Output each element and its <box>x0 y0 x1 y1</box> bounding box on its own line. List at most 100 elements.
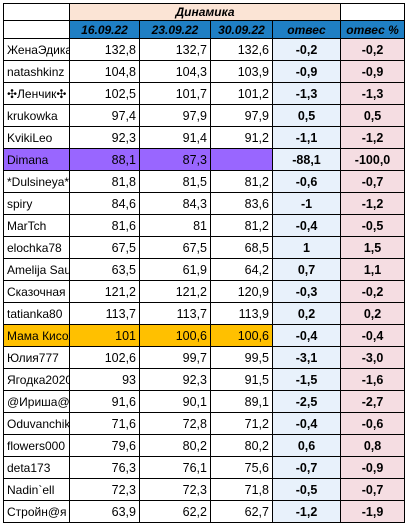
weight-cell-1[interactable]: 102,5 <box>69 82 140 105</box>
deviation-percent-cell[interactable]: -0,9 <box>340 456 406 479</box>
deviation-percent-cell[interactable]: -0,5 <box>340 214 406 237</box>
header-date-3[interactable]: 30.09.22 <box>210 20 273 39</box>
weight-cell-1[interactable]: 91,6 <box>69 390 140 413</box>
weight-cell-2[interactable]: 81 <box>139 214 211 237</box>
weight-cell-1[interactable]: 81,8 <box>69 170 140 193</box>
weight-cell-2[interactable]: 101,7 <box>139 82 211 105</box>
weight-cell-2[interactable]: 104,3 <box>139 60 211 83</box>
deviation-percent-cell[interactable]: -0,2 <box>340 38 406 61</box>
deviation-percent-cell[interactable]: -0,2 <box>340 280 406 303</box>
deviation-cell[interactable]: -0,9 <box>271 60 342 83</box>
deviation-cell[interactable]: -0,6 <box>271 170 342 193</box>
weight-cell-1[interactable]: 76,3 <box>69 456 140 479</box>
name-cell[interactable]: Ягодка2020 <box>3 368 70 391</box>
weight-cell-1[interactable]: 121,2 <box>69 280 140 303</box>
name-header-cell[interactable] <box>3 20 70 39</box>
weight-cell-1[interactable]: 88,1 <box>69 148 140 171</box>
name-cell[interactable]: Сказочная <box>3 280 70 303</box>
weight-cell-2[interactable]: 84,3 <box>139 192 211 215</box>
deviation-cell[interactable]: -1,1 <box>271 126 342 149</box>
name-cell[interactable]: Юлия777 <box>3 346 70 369</box>
weight-cell-1[interactable]: 113,7 <box>69 302 140 325</box>
name-cell[interactable]: Dimana <box>3 148 70 171</box>
name-cell[interactable]: Amelija Sau <box>3 258 70 281</box>
deviation-percent-cell[interactable]: -1,2 <box>340 126 406 149</box>
deviation-cell[interactable]: -88,1 <box>271 148 342 171</box>
deviation-cell[interactable]: 0,7 <box>271 258 342 281</box>
weight-cell-2[interactable]: 113,7 <box>139 302 211 325</box>
weight-cell-3[interactable]: 71,2 <box>210 412 273 435</box>
weight-cell-1[interactable]: 79,6 <box>69 434 140 457</box>
weight-cell-2[interactable]: 90,1 <box>139 390 211 413</box>
weight-cell-1[interactable]: 101 <box>69 324 140 347</box>
deviation-cell[interactable]: -1,3 <box>271 82 342 105</box>
weight-cell-1[interactable]: 71,6 <box>69 412 140 435</box>
weight-cell-2[interactable]: 100,6 <box>139 324 211 347</box>
weight-cell-2[interactable]: 76,1 <box>139 456 211 479</box>
header-deviation[interactable]: отвес <box>271 20 342 39</box>
name-cell[interactable]: @Ириша@ <box>3 390 70 413</box>
weight-cell-2[interactable]: 97,9 <box>139 104 211 127</box>
weight-cell-3[interactable]: 75,6 <box>210 456 273 479</box>
deviation-cell[interactable]: -3,1 <box>271 346 342 369</box>
weight-cell-3[interactable]: 101,2 <box>210 82 273 105</box>
weight-cell-1[interactable]: 132,8 <box>69 38 140 61</box>
deviation-percent-cell[interactable]: 1,1 <box>340 258 406 281</box>
weight-cell-1[interactable]: 67,5 <box>69 236 140 259</box>
weight-cell-3[interactable]: 100,6 <box>210 324 273 347</box>
weight-cell-1[interactable]: 102,6 <box>69 346 140 369</box>
weight-cell-1[interactable]: 81,6 <box>69 214 140 237</box>
corner-cell[interactable] <box>3 3 70 21</box>
weight-cell-2[interactable]: 91,4 <box>139 126 211 149</box>
deviation-percent-cell[interactable]: 0,5 <box>340 104 406 127</box>
weight-cell-3[interactable]: 103,9 <box>210 60 273 83</box>
weight-cell-3[interactable]: 97,9 <box>210 104 273 127</box>
deviation-cell[interactable]: -0,3 <box>271 280 342 303</box>
name-cell[interactable]: Мама Кисох <box>3 324 70 347</box>
weight-cell-3[interactable]: 81,2 <box>210 170 273 193</box>
weight-cell-3[interactable]: 89,1 <box>210 390 273 413</box>
deviation-cell[interactable]: -1,5 <box>271 368 342 391</box>
deviation-percent-cell[interactable]: -2,7 <box>340 390 406 413</box>
weight-cell-1[interactable]: 63,9 <box>69 500 140 523</box>
weight-cell-3[interactable]: 132,6 <box>210 38 273 61</box>
table-title[interactable]: Динамика <box>68 3 342 21</box>
weight-cell-2[interactable]: 67,5 <box>139 236 211 259</box>
weight-cell-3[interactable]: 120,9 <box>210 280 273 303</box>
weight-cell-2[interactable]: 81,5 <box>139 170 211 193</box>
weight-cell-3[interactable]: 91,2 <box>210 126 273 149</box>
weight-cell-1[interactable]: 92,3 <box>69 126 140 149</box>
deviation-percent-cell[interactable]: -3,0 <box>340 346 406 369</box>
weight-cell-1[interactable]: 104,8 <box>69 60 140 83</box>
deviation-percent-cell[interactable]: -0,4 <box>340 324 406 347</box>
weight-cell-2[interactable]: 62,2 <box>139 500 211 523</box>
name-cell[interactable]: *Dulsineya* <box>3 170 70 193</box>
name-cell[interactable]: flowers000 <box>3 434 70 457</box>
deviation-cell[interactable]: -2,5 <box>271 390 342 413</box>
deviation-cell[interactable]: 0,2 <box>271 302 342 325</box>
deviation-cell[interactable]: -0,2 <box>271 38 342 61</box>
weight-cell-3[interactable]: 62,7 <box>210 500 273 523</box>
name-cell[interactable]: deta173 <box>3 456 70 479</box>
deviation-cell[interactable]: -0,4 <box>271 324 342 347</box>
deviation-percent-cell[interactable]: -1,2 <box>340 192 406 215</box>
weight-cell-2[interactable]: 121,2 <box>139 280 211 303</box>
name-cell[interactable]: Стройн@я <box>3 500 70 523</box>
name-cell[interactable]: ✣Ленчик✣ <box>3 82 70 105</box>
name-cell[interactable]: MarTch <box>3 214 70 237</box>
deviation-percent-cell[interactable]: -0,7 <box>340 170 406 193</box>
weight-cell-1[interactable]: 84,6 <box>69 192 140 215</box>
weight-cell-2[interactable]: 132,7 <box>139 38 211 61</box>
deviation-cell[interactable]: -0,4 <box>271 214 342 237</box>
name-cell[interactable]: elochka78 <box>3 236 70 259</box>
deviation-cell[interactable]: -0,4 <box>271 412 342 435</box>
weight-cell-3[interactable]: 81,2 <box>210 214 273 237</box>
deviation-percent-cell[interactable]: -0,6 <box>340 412 406 435</box>
weight-cell-3[interactable]: 91,5 <box>210 368 273 391</box>
name-cell[interactable]: Oduvanchik <box>3 412 70 435</box>
deviation-percent-cell[interactable]: 0,8 <box>340 434 406 457</box>
blank-cell[interactable] <box>340 3 406 21</box>
name-cell[interactable]: KvikiLeo <box>3 126 70 149</box>
deviation-percent-cell[interactable]: -100,0 <box>340 148 406 171</box>
name-cell[interactable]: krukowka <box>3 104 70 127</box>
